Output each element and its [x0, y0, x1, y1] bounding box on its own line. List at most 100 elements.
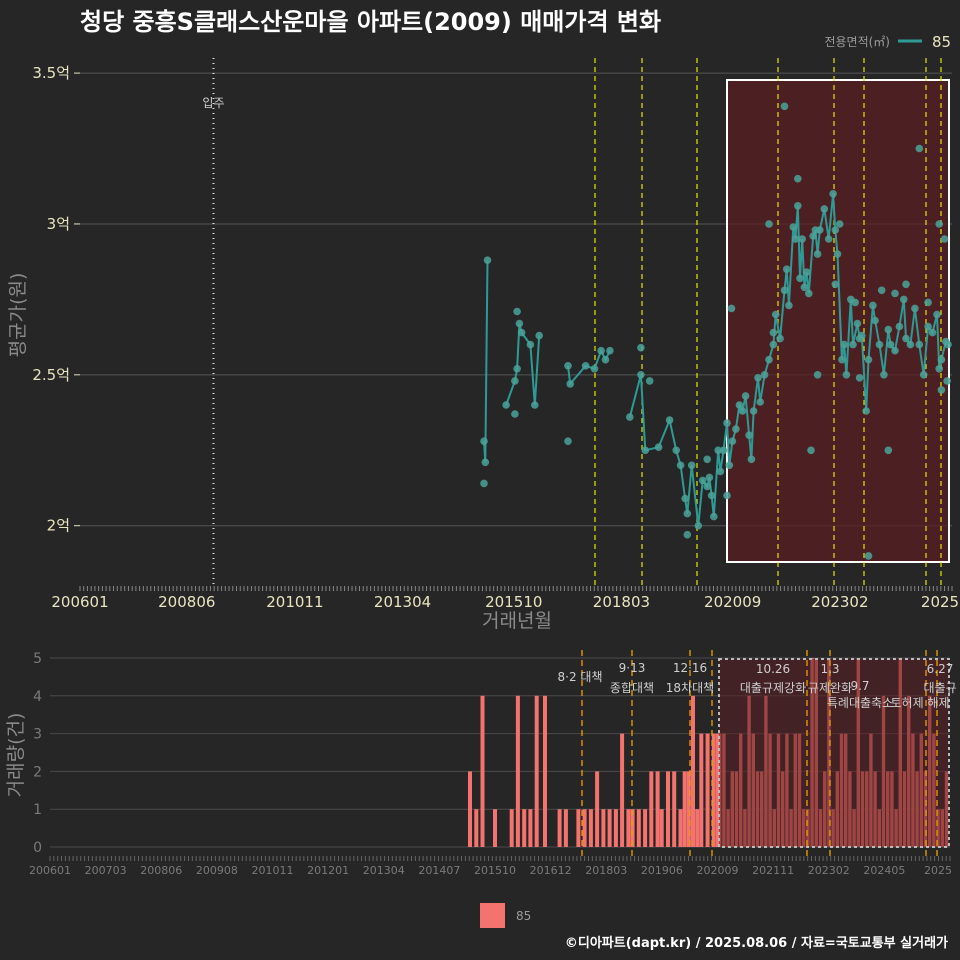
series-85-point	[915, 340, 924, 349]
top-x-tick-label-1: 200806	[158, 593, 215, 611]
series-85-point	[564, 362, 572, 370]
bottom-x-tick-label-1: 200703	[85, 864, 127, 877]
bottom-legend-swatch	[480, 903, 505, 928]
series-85-point	[601, 355, 610, 364]
top-highlight-box	[726, 79, 950, 563]
series-85-point	[824, 235, 833, 243]
series-85-point	[798, 235, 806, 243]
series-85-point	[838, 355, 846, 364]
bottom-x-tick-label-6: 201304	[363, 864, 405, 877]
top-y-axis-title: 평균가(원)	[7, 273, 29, 358]
top-x-tick-label-3: 201304	[374, 593, 431, 611]
series-85-point	[849, 340, 857, 349]
series-85-point	[794, 174, 802, 183]
legend-label-85: 85	[932, 33, 951, 51]
top-x-tick-label-6: 202009	[704, 593, 761, 611]
series-85-point	[935, 220, 943, 228]
volume-bar	[620, 733, 625, 847]
top-y-ticks: 2억 2.5억 3억 3.5억	[32, 64, 80, 535]
policy-name-6: 대출규	[923, 681, 956, 695]
policy-date-2: 12·16	[673, 661, 707, 675]
series-85-point	[891, 289, 899, 298]
top-x-tick-label-5: 201803	[593, 593, 650, 611]
series-85-point	[895, 322, 904, 331]
top-grid	[79, 72, 953, 591]
bottom-x-tick-label-11: 201906	[641, 864, 683, 877]
series-85-point	[749, 407, 758, 415]
series-85-point	[756, 398, 764, 406]
series-85-point	[835, 220, 844, 228]
series-85-point	[626, 413, 634, 421]
series-85-point	[513, 365, 521, 373]
series-85-point	[581, 362, 590, 370]
volume-bar	[672, 771, 677, 847]
top-y-tick-label-2: 3억	[47, 215, 70, 233]
series-85-point	[869, 301, 877, 310]
series-85-point	[809, 232, 817, 240]
volume-bar	[601, 809, 606, 847]
bottom-x-tick-label-5: 201201	[307, 864, 349, 877]
volume-bar	[711, 733, 716, 847]
series-85-point	[831, 226, 840, 234]
volume-bar	[643, 809, 648, 847]
top-x-tick-label-4: 201510	[485, 593, 542, 611]
series-85-point	[511, 377, 519, 385]
series-85-point	[915, 144, 924, 153]
series-85-point	[590, 365, 599, 373]
move-in-label: 입주	[202, 96, 224, 110]
series-85-point	[813, 250, 822, 258]
series-85-point	[937, 355, 946, 364]
series-85-point	[723, 491, 731, 500]
series-85-point	[802, 268, 811, 277]
bottom-y-tick-label-4: 4	[33, 689, 42, 705]
bottom-y-tick-label-0: 0	[33, 840, 42, 856]
series-85-point	[735, 401, 744, 409]
volume-bar	[543, 695, 547, 847]
top-x-tick-label-7: 202302	[811, 593, 868, 611]
series-85-point	[864, 552, 873, 560]
bottom-y-ticks: 0 1 2 3 4 5	[33, 651, 42, 856]
chart-title: 청당 중흥S클래스산운마을 아파트(2009) 매매가격 변화	[80, 8, 661, 36]
series-85-point	[796, 274, 804, 283]
series-85-point	[884, 325, 893, 334]
series-85-point	[765, 220, 773, 228]
series-85-point	[902, 280, 910, 289]
volume-bar	[626, 809, 631, 847]
series-85-point	[935, 365, 943, 373]
volume-bar	[691, 695, 695, 847]
policy-name-4: 규제완화	[808, 681, 852, 695]
top-x-axis-title: 거래년월	[482, 610, 552, 632]
volume-bar	[493, 809, 497, 847]
bottom-policy-lines: 8·2 대책 9·13 종합대책 12·16 18차대책 10.26 대출규제강화 1.3 규제…	[558, 650, 957, 856]
top-highlight-region	[726, 79, 950, 563]
series-85-point	[789, 223, 798, 231]
series-85-point	[820, 205, 829, 213]
series-85-point	[747, 455, 756, 464]
bottom-highlight-region	[718, 658, 950, 848]
volume-bar	[588, 809, 593, 847]
series-85-point	[911, 304, 919, 313]
series-85-point	[606, 346, 614, 355]
volume-bar	[557, 809, 562, 847]
series-85-point	[780, 286, 789, 295]
series-85-point	[705, 473, 714, 482]
series-85-point	[855, 374, 864, 382]
series-85-point	[864, 355, 873, 364]
series-85-point	[884, 446, 893, 455]
series-85-point	[816, 226, 824, 234]
series-85-point	[683, 509, 692, 518]
series-85-point	[665, 416, 674, 424]
policy-name-1: 종합대책	[610, 680, 654, 695]
policy-label-7: 토허제 해제	[890, 696, 949, 710]
series-85-point	[769, 328, 778, 337]
series-85-point	[645, 377, 654, 385]
volume-bar	[480, 695, 485, 847]
policy-date-6: 6.27	[927, 662, 954, 676]
series-85-point	[871, 316, 879, 325]
bottom-x-tick-label-12: 202009	[697, 864, 739, 877]
bottom-x-tick-label-13: 202111	[752, 864, 794, 877]
series-85-point	[511, 410, 519, 418]
volume-bar	[595, 771, 600, 847]
series-85-point	[944, 340, 952, 349]
series-85-point	[672, 446, 680, 455]
